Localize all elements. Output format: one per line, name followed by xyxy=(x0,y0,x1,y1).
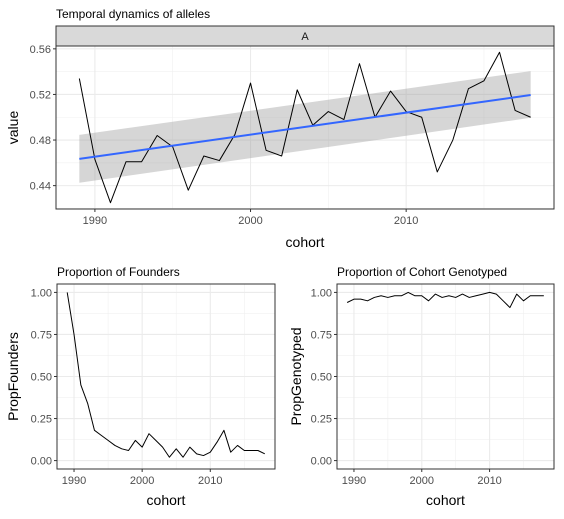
y-axis-title: value xyxy=(5,111,21,145)
y-axis-title: PropGenotyped xyxy=(288,327,304,425)
y-tick-label: 0.50 xyxy=(311,372,332,384)
y-tick-label: 1.00 xyxy=(31,287,52,299)
y-tick-label: 0.56 xyxy=(30,44,51,56)
x-tick-label: 1990 xyxy=(62,475,86,487)
x-tick-label: 2000 xyxy=(410,475,434,487)
y-tick-label: 0.48 xyxy=(30,135,51,147)
y-tick-label: 0.50 xyxy=(31,372,52,384)
panel-border xyxy=(55,45,555,210)
chart-title: Temporal dynamics of alleles xyxy=(56,7,210,21)
y-tick-label: 0.52 xyxy=(30,89,51,101)
y-tick-label: 0.44 xyxy=(30,181,51,193)
series-line-1 xyxy=(66,292,266,458)
x-axis-title: cohort xyxy=(286,234,325,250)
x-tick-label: 2010 xyxy=(198,475,222,487)
y-tick-label: 0.00 xyxy=(31,456,52,468)
chart-title: Proportion of Cohort Genotyped xyxy=(337,265,507,279)
x-tick-label: 1990 xyxy=(342,475,366,487)
trend-line xyxy=(79,94,531,160)
chart-panel-3: Proportion of Cohort Genotyped 1990 2000 20… xyxy=(288,265,555,508)
y-tick-label: 0.25 xyxy=(311,414,332,426)
y-tick-label: 1.00 xyxy=(311,287,332,299)
chart-panel-2: Proportion of Founders 1990 2000 2010 0.00 0.… xyxy=(5,265,276,508)
x-tick-label: 2010 xyxy=(394,215,418,227)
x-tick-label: 1990 xyxy=(83,215,107,227)
x-tick-label: 2000 xyxy=(130,475,154,487)
x-tick-label: 2010 xyxy=(477,475,501,487)
y-tick-label: 0.75 xyxy=(31,329,52,341)
y-tick-label: 0.75 xyxy=(311,329,332,341)
x-tick-label: 2000 xyxy=(238,215,262,227)
chart-panel-1: Temporal dynamics of alleles A 1990 2000 201… xyxy=(5,7,555,250)
panels: Temporal dynamics of alleles A 1990 2000 201… xyxy=(5,7,555,508)
x-axis-title: cohort xyxy=(147,492,186,508)
series-line-1 xyxy=(78,51,531,204)
chart-title: Proportion of Founders xyxy=(57,265,180,279)
y-tick-label: 0.00 xyxy=(311,456,332,468)
facet-strip-label: A xyxy=(301,31,309,43)
y-axis-title: PropFounders xyxy=(5,332,21,421)
series-line-1 xyxy=(346,291,544,309)
y-tick-label: 0.25 xyxy=(31,414,52,426)
x-axis-title: cohort xyxy=(426,492,465,508)
